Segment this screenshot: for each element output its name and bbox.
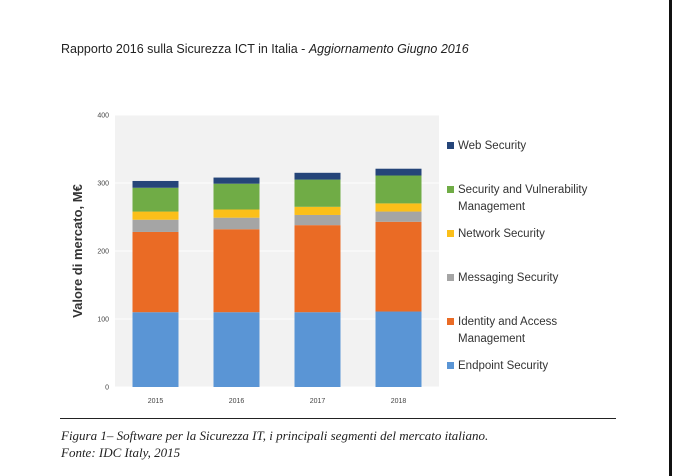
y-tick-label: 0 bbox=[105, 385, 109, 392]
header-subtitle: Aggiornamento Giugno 2016 bbox=[308, 42, 469, 56]
legend-swatch bbox=[447, 142, 454, 149]
legend-label: Endpoint Security bbox=[458, 360, 548, 372]
page-header: Rapporto 2016 sulla Sicurezza ICT in Ita… bbox=[61, 42, 469, 56]
bar-segment bbox=[132, 312, 179, 387]
y-axis-label: Valore di mercato, M€ bbox=[70, 184, 85, 318]
x-tick-label: 2016 bbox=[229, 398, 245, 405]
bar-segment bbox=[294, 312, 341, 387]
bar-segment bbox=[132, 231, 179, 313]
bar-segment bbox=[213, 229, 260, 313]
x-tick-label: 2015 bbox=[148, 398, 164, 405]
x-tick-label: 2017 bbox=[310, 398, 326, 405]
bar-segment bbox=[375, 175, 422, 204]
bar-segment bbox=[132, 219, 179, 232]
bar-segment bbox=[294, 225, 341, 313]
bar-segment bbox=[294, 179, 341, 207]
header-title: Rapporto 2016 sulla Sicurezza ICT in Ita… bbox=[61, 42, 309, 56]
figure-source: Fonte: IDC Italy, 2015 bbox=[61, 445, 181, 460]
y-tick-label: 400 bbox=[97, 113, 109, 120]
legend-swatch bbox=[447, 274, 454, 281]
legend-label: Messaging Security bbox=[458, 272, 559, 284]
y-tick-label: 300 bbox=[97, 181, 109, 188]
page-border bbox=[669, 0, 672, 476]
figure-caption: Figura 1– Software per la Sicurezza IT, … bbox=[61, 428, 489, 443]
bar-segment bbox=[132, 180, 179, 188]
legend-label: Web Security bbox=[458, 140, 526, 152]
bar-segment bbox=[132, 211, 179, 220]
bar-segment bbox=[294, 214, 341, 226]
legend-swatch bbox=[447, 230, 454, 237]
bar-segment bbox=[375, 311, 422, 387]
bar-segment bbox=[294, 206, 341, 215]
x-tick-label: 2018 bbox=[391, 398, 407, 405]
bar-segment bbox=[213, 312, 260, 387]
y-tick-label: 200 bbox=[97, 249, 109, 256]
bar-segment bbox=[375, 203, 422, 212]
bar-segment bbox=[375, 211, 422, 222]
bar-segment bbox=[294, 172, 341, 180]
bar-segment bbox=[213, 183, 260, 210]
legend-label: Security and Vulnerability Management bbox=[458, 184, 588, 213]
legend-label: Identity and Access Management bbox=[458, 316, 557, 345]
bar-segment bbox=[213, 209, 260, 218]
bar-segment bbox=[132, 187, 179, 212]
bar-segment bbox=[213, 217, 260, 230]
bar-segment bbox=[375, 221, 422, 312]
bar-segment bbox=[375, 168, 422, 176]
y-tick-label: 100 bbox=[97, 317, 109, 324]
legend-label: Network Security bbox=[458, 228, 545, 240]
legend-swatch bbox=[447, 318, 454, 325]
bar-segment bbox=[213, 177, 260, 184]
caption-rule bbox=[60, 418, 616, 419]
legend-swatch bbox=[447, 186, 454, 193]
legend-swatch bbox=[447, 362, 454, 369]
